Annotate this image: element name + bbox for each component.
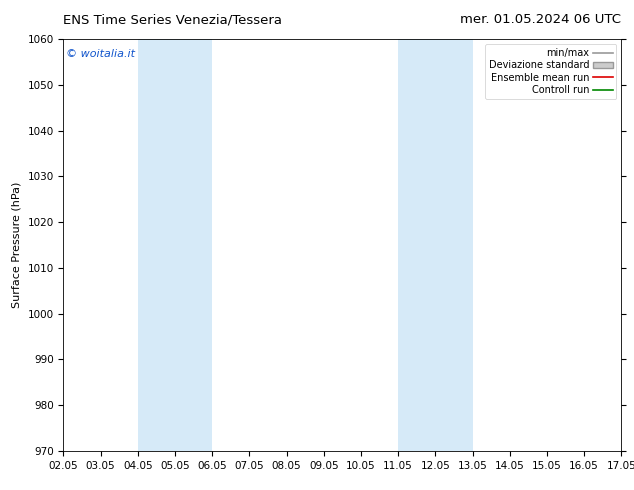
Legend: min/max, Deviazione standard, Ensemble mean run, Controll run: min/max, Deviazione standard, Ensemble m…: [485, 44, 616, 99]
Bar: [138, 39, 212, 451]
Text: ENS Time Series Venezia/Tessera: ENS Time Series Venezia/Tessera: [63, 13, 282, 26]
Bar: [398, 39, 472, 451]
Text: mer. 01.05.2024 06 UTC: mer. 01.05.2024 06 UTC: [460, 13, 621, 26]
Text: © woitalia.it: © woitalia.it: [66, 49, 135, 59]
Y-axis label: Surface Pressure (hPa): Surface Pressure (hPa): [12, 182, 22, 308]
